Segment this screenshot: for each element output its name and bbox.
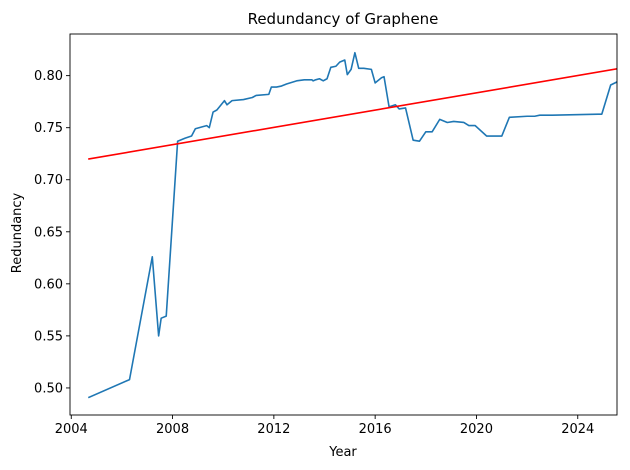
series-line-redundancy bbox=[87, 51, 617, 399]
chart-title: Redundancy of Graphene bbox=[248, 10, 439, 28]
x-tick-label: 2012 bbox=[257, 422, 290, 437]
x-tick-label: 2004 bbox=[55, 422, 88, 437]
y-tick-label: 0.80 bbox=[34, 69, 63, 84]
y-tick-label: 0.70 bbox=[34, 173, 63, 188]
y-tick-label: 0.60 bbox=[34, 277, 63, 292]
x-axis-label: Year bbox=[328, 445, 357, 460]
plot-frame bbox=[69, 33, 618, 416]
x-tick-label: 2020 bbox=[460, 422, 493, 437]
x-tick-label: 2024 bbox=[561, 422, 594, 437]
series-line-trend bbox=[88, 68, 617, 160]
y-tick-label: 0.65 bbox=[34, 225, 63, 240]
y-tick-label: 0.55 bbox=[34, 329, 63, 344]
x-tick-label: 2008 bbox=[156, 422, 189, 437]
y-tick-label: 0.75 bbox=[34, 121, 63, 136]
plot-area bbox=[87, 51, 617, 399]
y-axis-label: Redundancy bbox=[10, 192, 25, 273]
y-tick-label: 0.50 bbox=[34, 381, 63, 396]
x-tick-label: 2016 bbox=[359, 422, 392, 437]
